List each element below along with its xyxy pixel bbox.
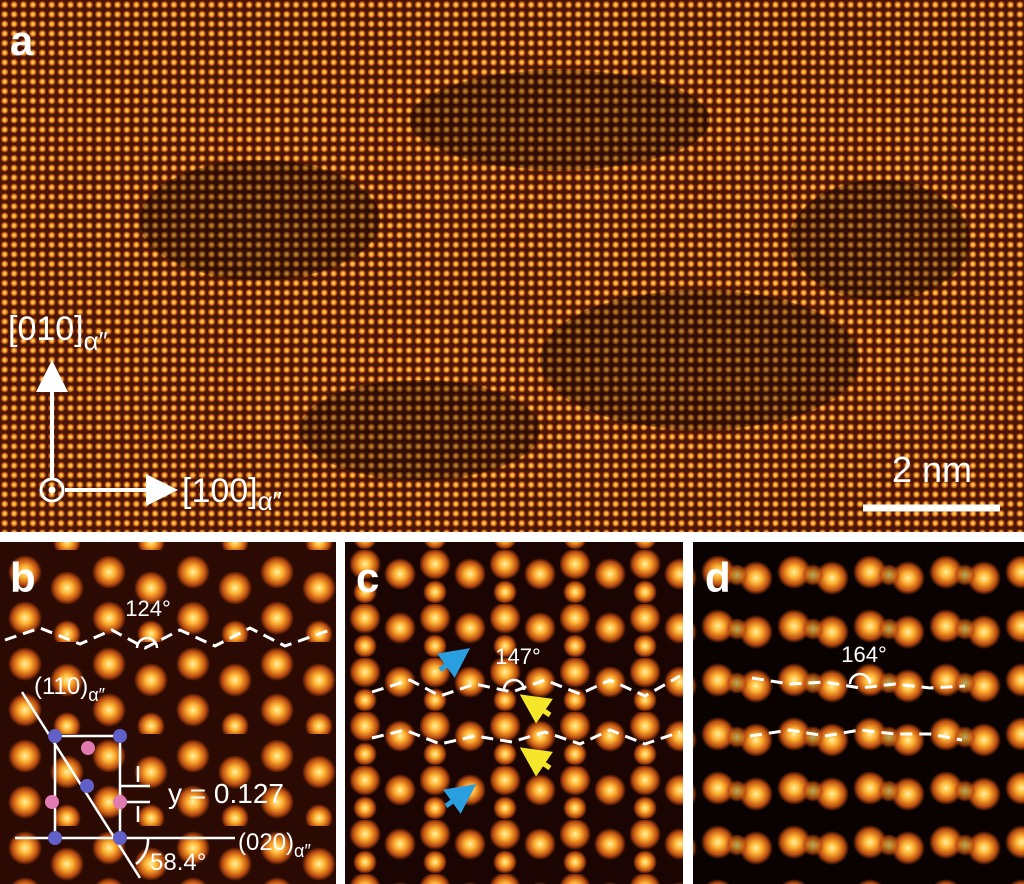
miller-index: [100] — [182, 472, 258, 510]
lattice-image — [0, 0, 1024, 532]
angle-label: 124° — [125, 596, 171, 621]
panel-label: c — [356, 554, 379, 601]
panel-d: d 164° — [693, 542, 1024, 884]
angle-label: 164° — [841, 642, 887, 667]
arrow — [519, 747, 553, 777]
phase-subscript: α″ — [88, 685, 105, 705]
plane-label: (110)α″ — [34, 673, 106, 705]
phase-subscript: α″ — [258, 486, 282, 516]
panel-label: b — [10, 554, 36, 601]
direction-label: [100]α″ — [182, 472, 282, 516]
angle-arc — [135, 636, 159, 649]
panel-label: a — [10, 17, 34, 64]
angle-arc — [135, 837, 150, 866]
plane-label: (020)α″ — [238, 829, 311, 861]
arrow — [519, 694, 553, 724]
angle-arc — [848, 672, 872, 685]
zigzag-guide — [4, 626, 331, 650]
atoms — [45, 729, 127, 845]
miller-index: [010] — [8, 310, 84, 348]
angle-label: 147° — [495, 644, 541, 669]
panel-a: a [010]α″ [100]α″ 2 nm — [0, 0, 1024, 532]
zigzag-guide — [751, 676, 966, 690]
lattice-image — [693, 542, 1024, 884]
zigzag-guide — [371, 674, 681, 698]
shift-label: y = 0.127 — [168, 778, 284, 809]
panel-label: d — [705, 554, 731, 601]
out-of-plane-symbol — [39, 477, 65, 503]
zigzag-guide — [371, 728, 681, 746]
angle-arc — [502, 678, 526, 691]
direction-label: [010]α″ — [8, 310, 108, 356]
out-of-plane-symbol — [48, 486, 56, 494]
panel-c: c 147° — [345, 542, 683, 884]
panel-b: b 124° (110)α″ y = 0.127 (020)α″ 58.4° — [0, 542, 336, 884]
arrow — [443, 784, 477, 814]
scale-bar-label: 2 nm — [892, 449, 972, 490]
zigzag-guide — [749, 728, 963, 742]
angle-label: 58.4° — [150, 849, 206, 876]
arrow — [437, 648, 471, 678]
contrast-variation — [140, 70, 970, 480]
phase-subscript: α″ — [294, 841, 311, 861]
miller-index: (110) — [34, 673, 88, 700]
phase-subscript: α″ — [84, 326, 108, 356]
miller-index: (020) — [238, 829, 294, 856]
lattice-image — [345, 542, 683, 884]
